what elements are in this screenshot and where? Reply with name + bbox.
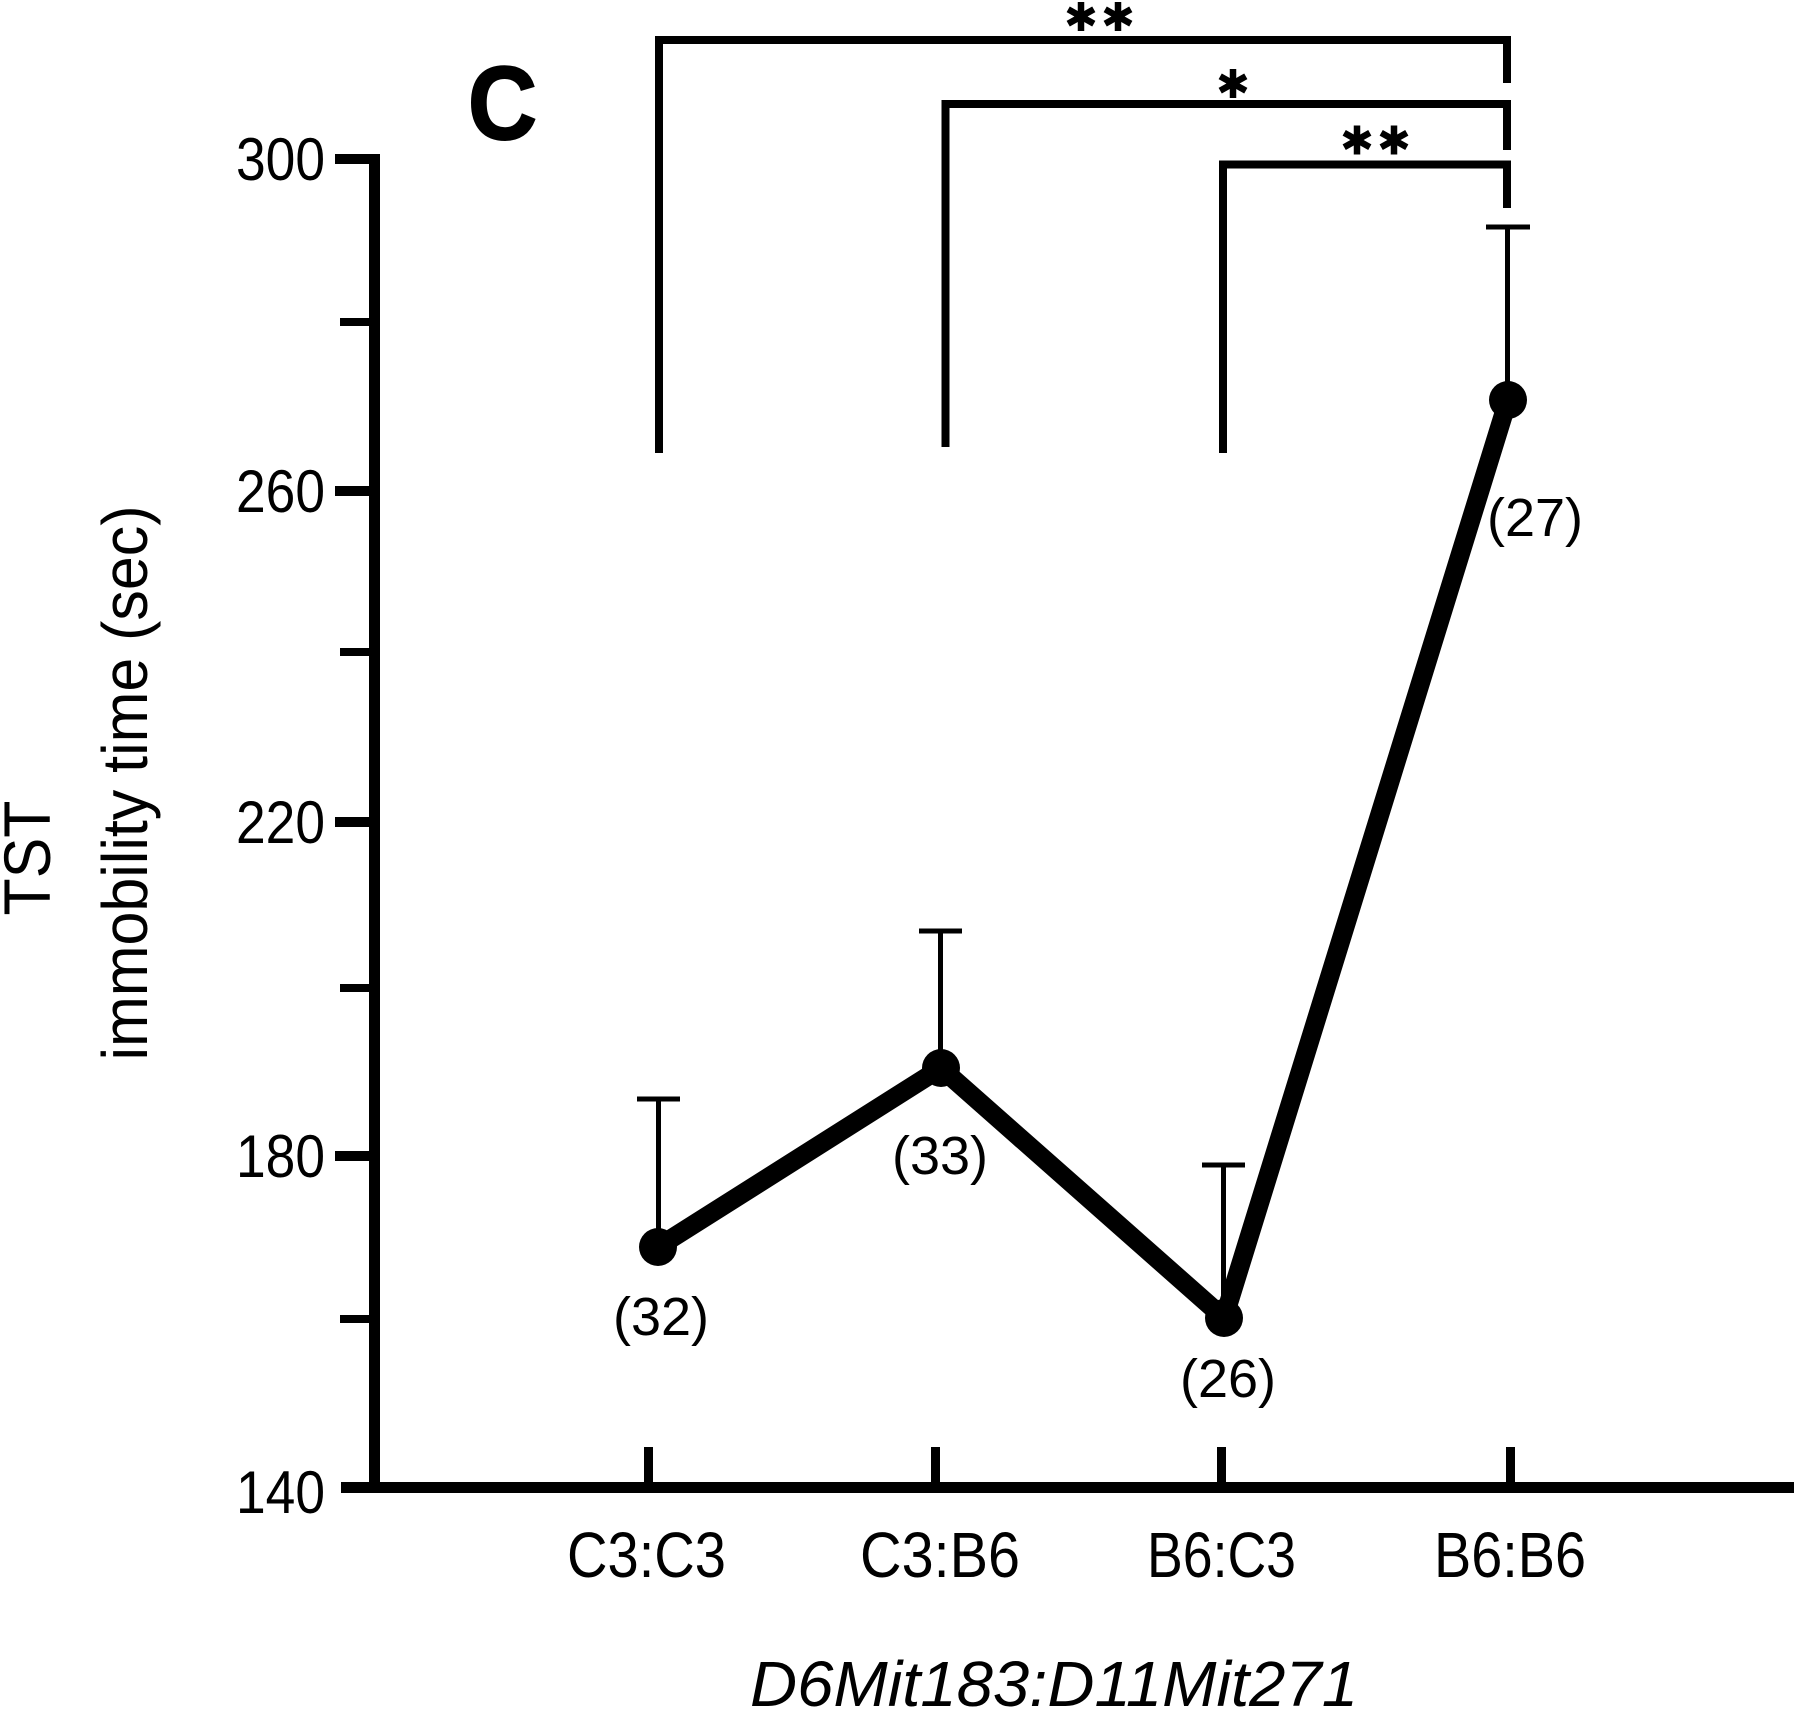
svg-text:(26): (26): [1180, 1349, 1276, 1409]
svg-text:immobility time (sec): immobility time (sec): [89, 506, 161, 1061]
svg-text:(32): (32): [613, 1287, 709, 1347]
svg-text:C: C: [468, 46, 537, 162]
svg-text:180: 180: [236, 1123, 325, 1190]
svg-text:B6:B6: B6:B6: [1434, 1519, 1586, 1591]
svg-text:TST: TST: [0, 801, 64, 916]
svg-text:C3:B6: C3:B6: [860, 1519, 1020, 1591]
svg-text:(27): (27): [1487, 488, 1583, 548]
svg-text:(33): (33): [892, 1126, 988, 1186]
svg-text:140: 140: [236, 1459, 325, 1526]
svg-text:D6Mit183:D11Mit271: D6Mit183:D11Mit271: [750, 1648, 1358, 1710]
svg-text:C3:C3: C3:C3: [567, 1519, 726, 1591]
svg-text:260: 260: [236, 458, 325, 525]
svg-text:300: 300: [236, 126, 325, 193]
svg-text:B6:C3: B6:C3: [1147, 1519, 1296, 1591]
svg-text:220: 220: [236, 789, 325, 856]
